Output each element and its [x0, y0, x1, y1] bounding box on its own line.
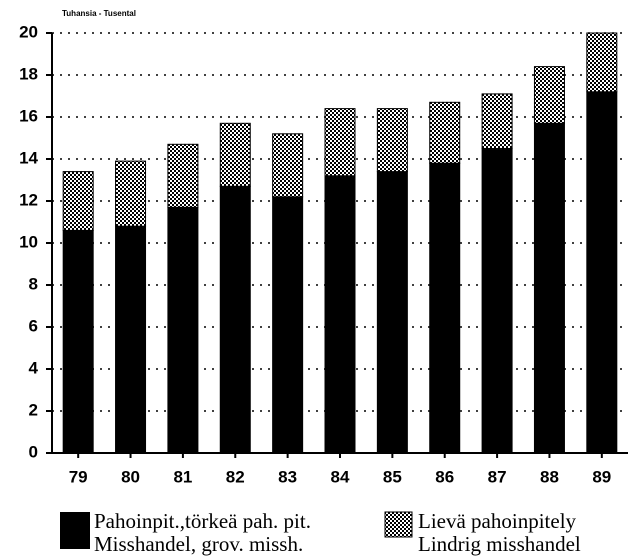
bar-segment: [219, 185, 251, 454]
x-tick-label: 83: [278, 467, 297, 486]
legend-label: Pahoinpit.,törkeä pah. pit.: [94, 509, 311, 533]
legend-label: Lievä pahoinpitely: [418, 509, 577, 533]
y-tick-label: 10: [19, 232, 38, 251]
y-tick-label: 2: [29, 400, 38, 419]
y-tick-label: 14: [19, 148, 38, 167]
y-tick-label: 6: [29, 316, 38, 335]
x-tick-label: 79: [69, 467, 88, 486]
legend: Pahoinpit.,törkeä pah. pit. Misshandel, …: [60, 509, 581, 556]
x-tick-label: 85: [383, 467, 402, 486]
y-tick-label: 0: [29, 442, 38, 461]
x-tick-label: 89: [592, 467, 611, 486]
bar-segment: [429, 101, 461, 164]
y-tick-label: 4: [29, 358, 39, 377]
bar-segment: [481, 148, 513, 454]
bar-segment: [533, 66, 565, 124]
bar-segment: [533, 122, 565, 454]
bar-segment: [167, 143, 199, 208]
y-tick-label: 8: [29, 274, 38, 293]
legend-label: Lindrig misshandel: [418, 532, 581, 556]
y-tick-label: 18: [19, 64, 38, 83]
chart-title: Tuhansia - Tusental: [62, 9, 136, 18]
y-tick-label: 16: [19, 106, 38, 125]
bar-segment: [324, 108, 356, 177]
bar-segment: [324, 175, 356, 454]
bar-segment: [376, 108, 408, 173]
legend-label: Misshandel, grov. missh.: [94, 532, 303, 556]
x-tick-label: 87: [488, 467, 507, 486]
x-tick-label: 82: [226, 467, 245, 486]
bar-segment: [62, 229, 94, 454]
bar-segment: [376, 171, 408, 454]
bar-segment: [115, 160, 147, 227]
x-tick-label: 81: [173, 467, 192, 486]
bar-segment: [586, 91, 618, 454]
bar-segment: [219, 122, 251, 187]
x-tick-label: 84: [331, 467, 350, 486]
x-tick-label: 88: [540, 467, 559, 486]
bar-segment: [62, 171, 94, 231]
bar-segment: [167, 206, 199, 454]
y-tick-label: 12: [19, 190, 38, 209]
x-tick-label: 86: [435, 467, 454, 486]
bar-segment: [272, 196, 304, 454]
x-tick-label: 80: [121, 467, 140, 486]
bar-segment: [272, 133, 304, 198]
bar-segment: [429, 162, 461, 454]
y-tick-label: 20: [19, 22, 38, 41]
legend-swatch: [384, 511, 413, 538]
legend-swatch: [60, 512, 90, 549]
bar-segment: [586, 32, 618, 93]
bar-segment: [115, 225, 147, 454]
bar-segment: [481, 93, 513, 149]
